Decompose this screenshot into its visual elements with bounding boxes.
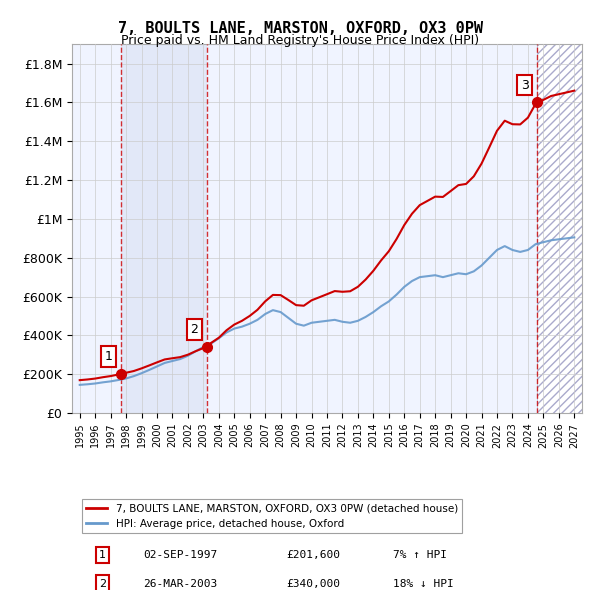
Text: Price paid vs. HM Land Registry's House Price Index (HPI): Price paid vs. HM Land Registry's House … (121, 34, 479, 47)
Text: 1: 1 (99, 550, 106, 560)
Text: 18% ↓ HPI: 18% ↓ HPI (394, 579, 454, 589)
Text: 2: 2 (191, 323, 199, 336)
Text: 02-SEP-1997: 02-SEP-1997 (143, 550, 218, 560)
Text: 7, BOULTS LANE, MARSTON, OXFORD, OX3 0PW: 7, BOULTS LANE, MARSTON, OXFORD, OX3 0PW (118, 21, 482, 35)
Text: £201,600: £201,600 (286, 550, 340, 560)
Text: 1: 1 (104, 350, 113, 363)
Text: 26-MAR-2003: 26-MAR-2003 (143, 579, 218, 589)
Text: 2: 2 (99, 579, 106, 589)
Legend: 7, BOULTS LANE, MARSTON, OXFORD, OX3 0PW (detached house), HPI: Average price, d: 7, BOULTS LANE, MARSTON, OXFORD, OX3 0PW… (82, 499, 462, 533)
Bar (537, 44, 582, 413)
Text: 3: 3 (521, 78, 529, 91)
Bar (537, 44, 582, 413)
Text: 7% ↑ HPI: 7% ↑ HPI (394, 550, 448, 560)
Text: £340,000: £340,000 (286, 579, 340, 589)
Bar (121, 44, 207, 413)
